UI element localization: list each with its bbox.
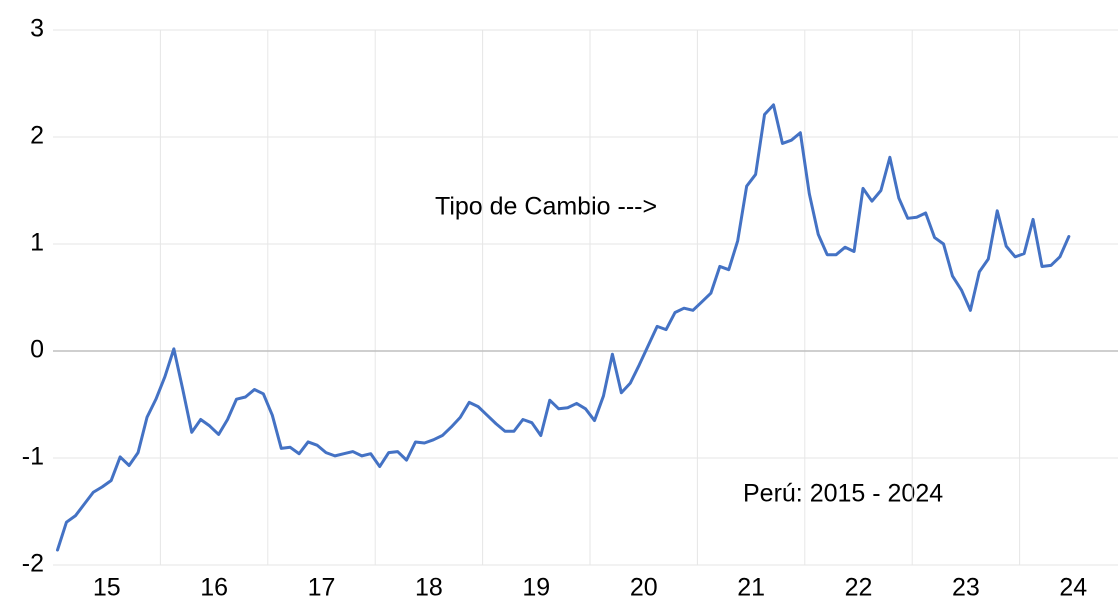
x-tick-label: 22: [845, 574, 873, 602]
annotation: Tipo de Cambio --->: [435, 193, 657, 221]
x-tick-label: 24: [1059, 574, 1087, 602]
series-line: [56, 103, 1071, 552]
y-tick-label: -1: [22, 443, 44, 471]
x-tick-label: 20: [630, 574, 658, 602]
x-tick-label: 15: [93, 574, 121, 602]
y-tick-label: 1: [30, 229, 44, 257]
y-tick-label: 3: [30, 15, 44, 43]
annotation: Perú: 2015 - 2024: [743, 480, 943, 508]
x-tick-label: 16: [200, 574, 228, 602]
y-tick-label: -2: [22, 550, 44, 578]
x-tick-label: 23: [952, 574, 980, 602]
y-tick-label: 0: [30, 336, 44, 364]
x-tick-label: 18: [415, 574, 443, 602]
x-tick-label: 17: [308, 574, 336, 602]
y-tick-label: 2: [30, 122, 44, 150]
x-tick-label: 19: [522, 574, 550, 602]
x-tick-label: 21: [737, 574, 765, 602]
